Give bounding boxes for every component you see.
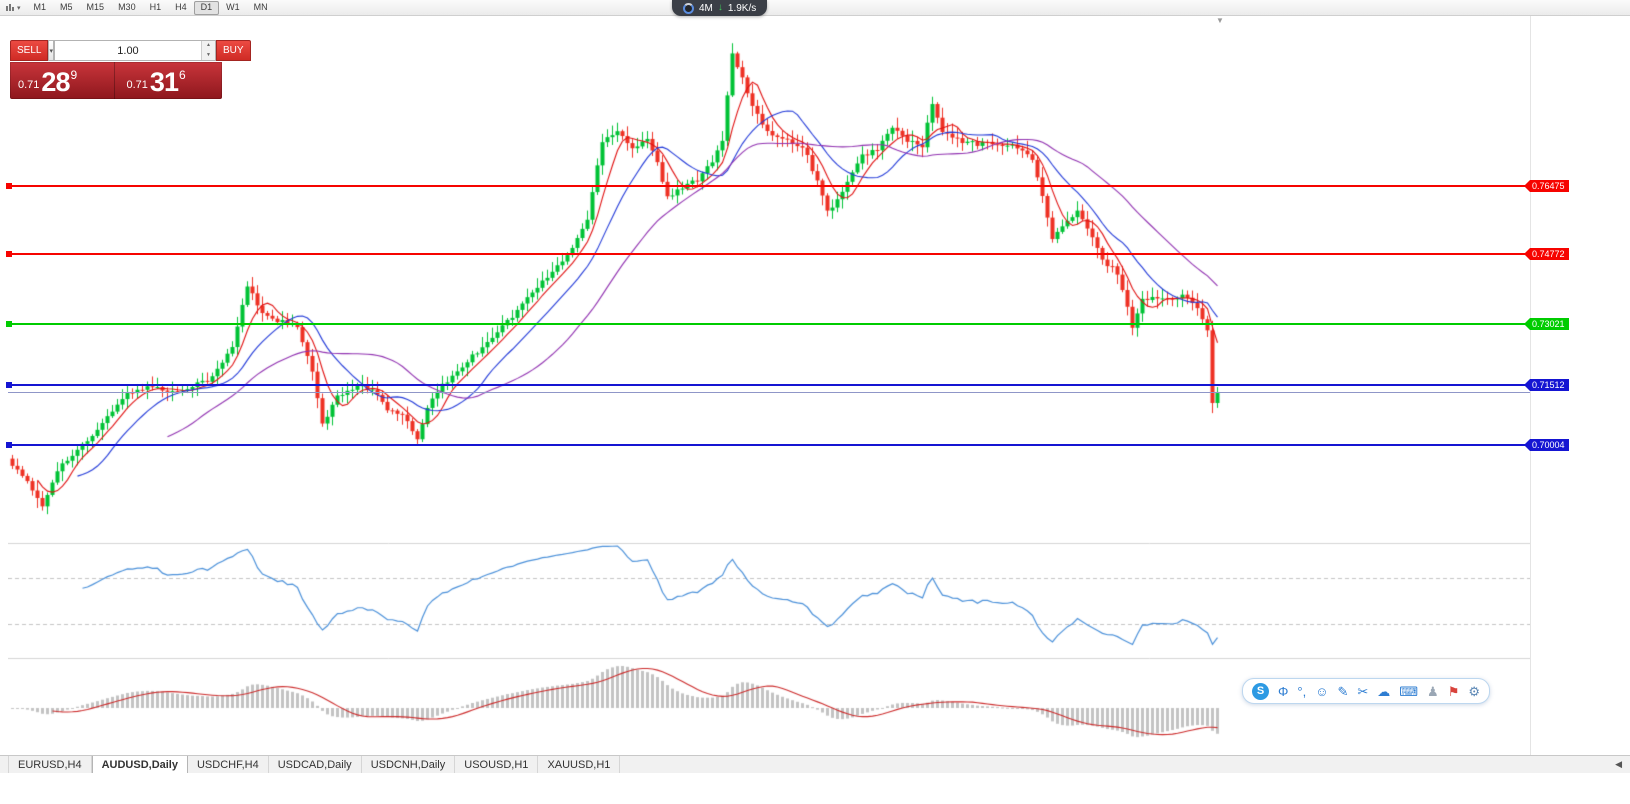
timeframe-w1[interactable]: W1 xyxy=(219,1,247,15)
price-label-0.73021: 0.73021 xyxy=(1524,318,1569,331)
emoji-icon[interactable]: ☺ xyxy=(1315,683,1329,699)
line-handle-icon[interactable] xyxy=(6,441,12,448)
horizontal-line-0.70004[interactable] xyxy=(8,443,1530,446)
buy-button[interactable]: BUY xyxy=(215,40,251,61)
timeframe-mn[interactable]: MN xyxy=(247,1,275,15)
volume-down-icon[interactable]: ▼ xyxy=(201,50,215,60)
skin-icon[interactable]: ⚑ xyxy=(1447,683,1460,699)
toolbar-dropdown-icon[interactable]: ▾ xyxy=(17,4,21,12)
punctuation-icon[interactable]: °, xyxy=(1297,683,1307,699)
buy-price-prefix: 0.71 xyxy=(126,79,148,91)
lang-toggle-icon[interactable]: Φ xyxy=(1278,683,1289,699)
price-label-text: 0.70004 xyxy=(1530,438,1569,451)
volume-input-group: ▲ ▼ xyxy=(53,40,216,61)
timeframe-m5[interactable]: M5 xyxy=(53,1,80,15)
account-icon[interactable]: ♟ xyxy=(1427,683,1439,699)
line-handle-icon[interactable] xyxy=(6,321,12,328)
network-speed-overlay[interactable]: 4M ↓ 1.9K/s xyxy=(672,0,768,16)
symbol-tab-eurusd[interactable]: EURUSD,H4 xyxy=(8,756,92,773)
download-arrow-icon: ↓ xyxy=(717,2,723,13)
download-speed-value: 1.9K/s xyxy=(727,2,757,14)
price-label-0.74772: 0.74772 xyxy=(1524,248,1569,261)
timeframe-m15[interactable]: M15 xyxy=(80,1,112,15)
price-label-text: 0.71512 xyxy=(1530,378,1569,391)
volume-spinner: ▲ ▼ xyxy=(200,41,215,60)
current-price-line[interactable] xyxy=(8,391,1530,393)
price-label-notch-icon xyxy=(1524,378,1530,391)
cloud-icon[interactable]: ☁ xyxy=(1377,683,1391,699)
settings-icon[interactable]: ⚙ xyxy=(1468,683,1481,699)
price-label-0.71512: 0.71512 xyxy=(1524,378,1569,391)
horizontal-line-0.71512[interactable] xyxy=(8,383,1530,386)
price-label-text: 0.74772 xyxy=(1530,248,1569,261)
timeframe-m1[interactable]: M1 xyxy=(27,1,54,15)
speed-gauge-icon xyxy=(683,2,694,14)
price-label-notch-icon xyxy=(1524,438,1530,451)
timeframe-m30[interactable]: M30 xyxy=(111,1,143,15)
symbol-tab-usousd[interactable]: USOUSD,H1 xyxy=(455,756,539,773)
chart-tabs-bar: EURUSD,H4 AUDUSD,Daily USDCHF,H4 USDCAD,Dai… xyxy=(0,755,1630,773)
price-label-text: 0.76475 xyxy=(1530,180,1569,192)
symbol-tab-usdcnh[interactable]: USDCNH,Daily xyxy=(362,756,456,773)
timeframe-h4[interactable]: H4 xyxy=(168,1,194,15)
tab-scroll-icon[interactable]: ◀ xyxy=(1615,759,1622,769)
line-handle-icon[interactable] xyxy=(6,251,12,258)
speed-gauge-label: 4M xyxy=(699,2,713,14)
chart-tabs: EURUSD,H4 AUDUSD,Daily USDCHF,H4 USDCAD,Dai… xyxy=(0,756,621,773)
horizontal-line-0.74772[interactable] xyxy=(8,253,1530,256)
buy-price[interactable]: 0.71 31 6 xyxy=(113,62,223,99)
price-label-notch-icon xyxy=(1524,318,1530,331)
chart-type-icon[interactable] xyxy=(4,2,16,14)
sell-price-prefix: 0.71 xyxy=(18,79,40,91)
sell-price-pipette: 9 xyxy=(70,68,78,82)
handwriting-icon[interactable]: ✎ xyxy=(1337,683,1349,699)
sell-price[interactable]: 0.71 28 9 xyxy=(10,62,114,99)
timeframe-buttons: M1 M5 M15 M30 H1 H4 D1 W1 MN xyxy=(27,0,275,15)
sell-button[interactable]: SELL xyxy=(10,40,49,61)
symbol-tab-usdcad[interactable]: USDCAD,Daily xyxy=(269,756,362,773)
buy-price-pipette: 6 xyxy=(178,68,186,82)
trade-options-dropdown[interactable]: ▾ xyxy=(48,40,54,61)
price-label-notch-icon xyxy=(1524,180,1530,192)
one-click-trading-panel: SELL ▾ ▲ ▼ BUY 0.71 28 9 0.71 31 6 xyxy=(10,40,251,99)
horizontal-line-0.73021[interactable] xyxy=(8,323,1530,326)
line-handle-icon[interactable] xyxy=(6,381,12,388)
chart-shift-icon[interactable]: ▼ xyxy=(1216,16,1224,25)
symbol-tab-audusd[interactable]: AUDUSD,Daily xyxy=(91,756,188,773)
sell-price-big: 28 xyxy=(41,67,70,97)
keyboard-icon[interactable]: ⌨ xyxy=(1399,683,1419,699)
price-label-notch-icon xyxy=(1524,248,1530,261)
volume-input[interactable] xyxy=(54,41,201,60)
timeframe-toolbar: ▾ M1 M5 M15 M30 H1 H4 D1 W1 MN xyxy=(0,0,1630,16)
screenshot-icon[interactable]: ✂ xyxy=(1357,683,1369,699)
price-label-0.70004: 0.70004 xyxy=(1524,438,1569,451)
horizontal-line-0.76475[interactable] xyxy=(8,185,1530,187)
trading-controls-row: SELL ▾ ▲ ▼ BUY xyxy=(10,40,251,61)
symbol-tab-usdchf[interactable]: USDCHF,H4 xyxy=(188,756,269,773)
bid-ask-prices: 0.71 28 9 0.71 31 6 xyxy=(10,62,222,99)
sogou-logo-icon[interactable]: S xyxy=(1252,682,1269,700)
input-method-toolbar: S Φ °, ☺ ✎ ✂ ☁ ⌨ ♟ ⚑ ⚙ xyxy=(1242,678,1491,704)
line-handle-icon[interactable] xyxy=(6,183,12,189)
buy-price-big: 31 xyxy=(149,67,179,97)
symbol-tab-xauusd[interactable]: XAUUSD,H1 xyxy=(538,756,621,773)
timeframe-h1[interactable]: H1 xyxy=(143,1,169,15)
price-label-text: 0.73021 xyxy=(1530,318,1569,331)
price-label-0.76475: 0.76475 xyxy=(1524,180,1569,192)
volume-up-icon[interactable]: ▲ xyxy=(201,41,215,51)
timeframe-d1[interactable]: D1 xyxy=(193,0,220,15)
